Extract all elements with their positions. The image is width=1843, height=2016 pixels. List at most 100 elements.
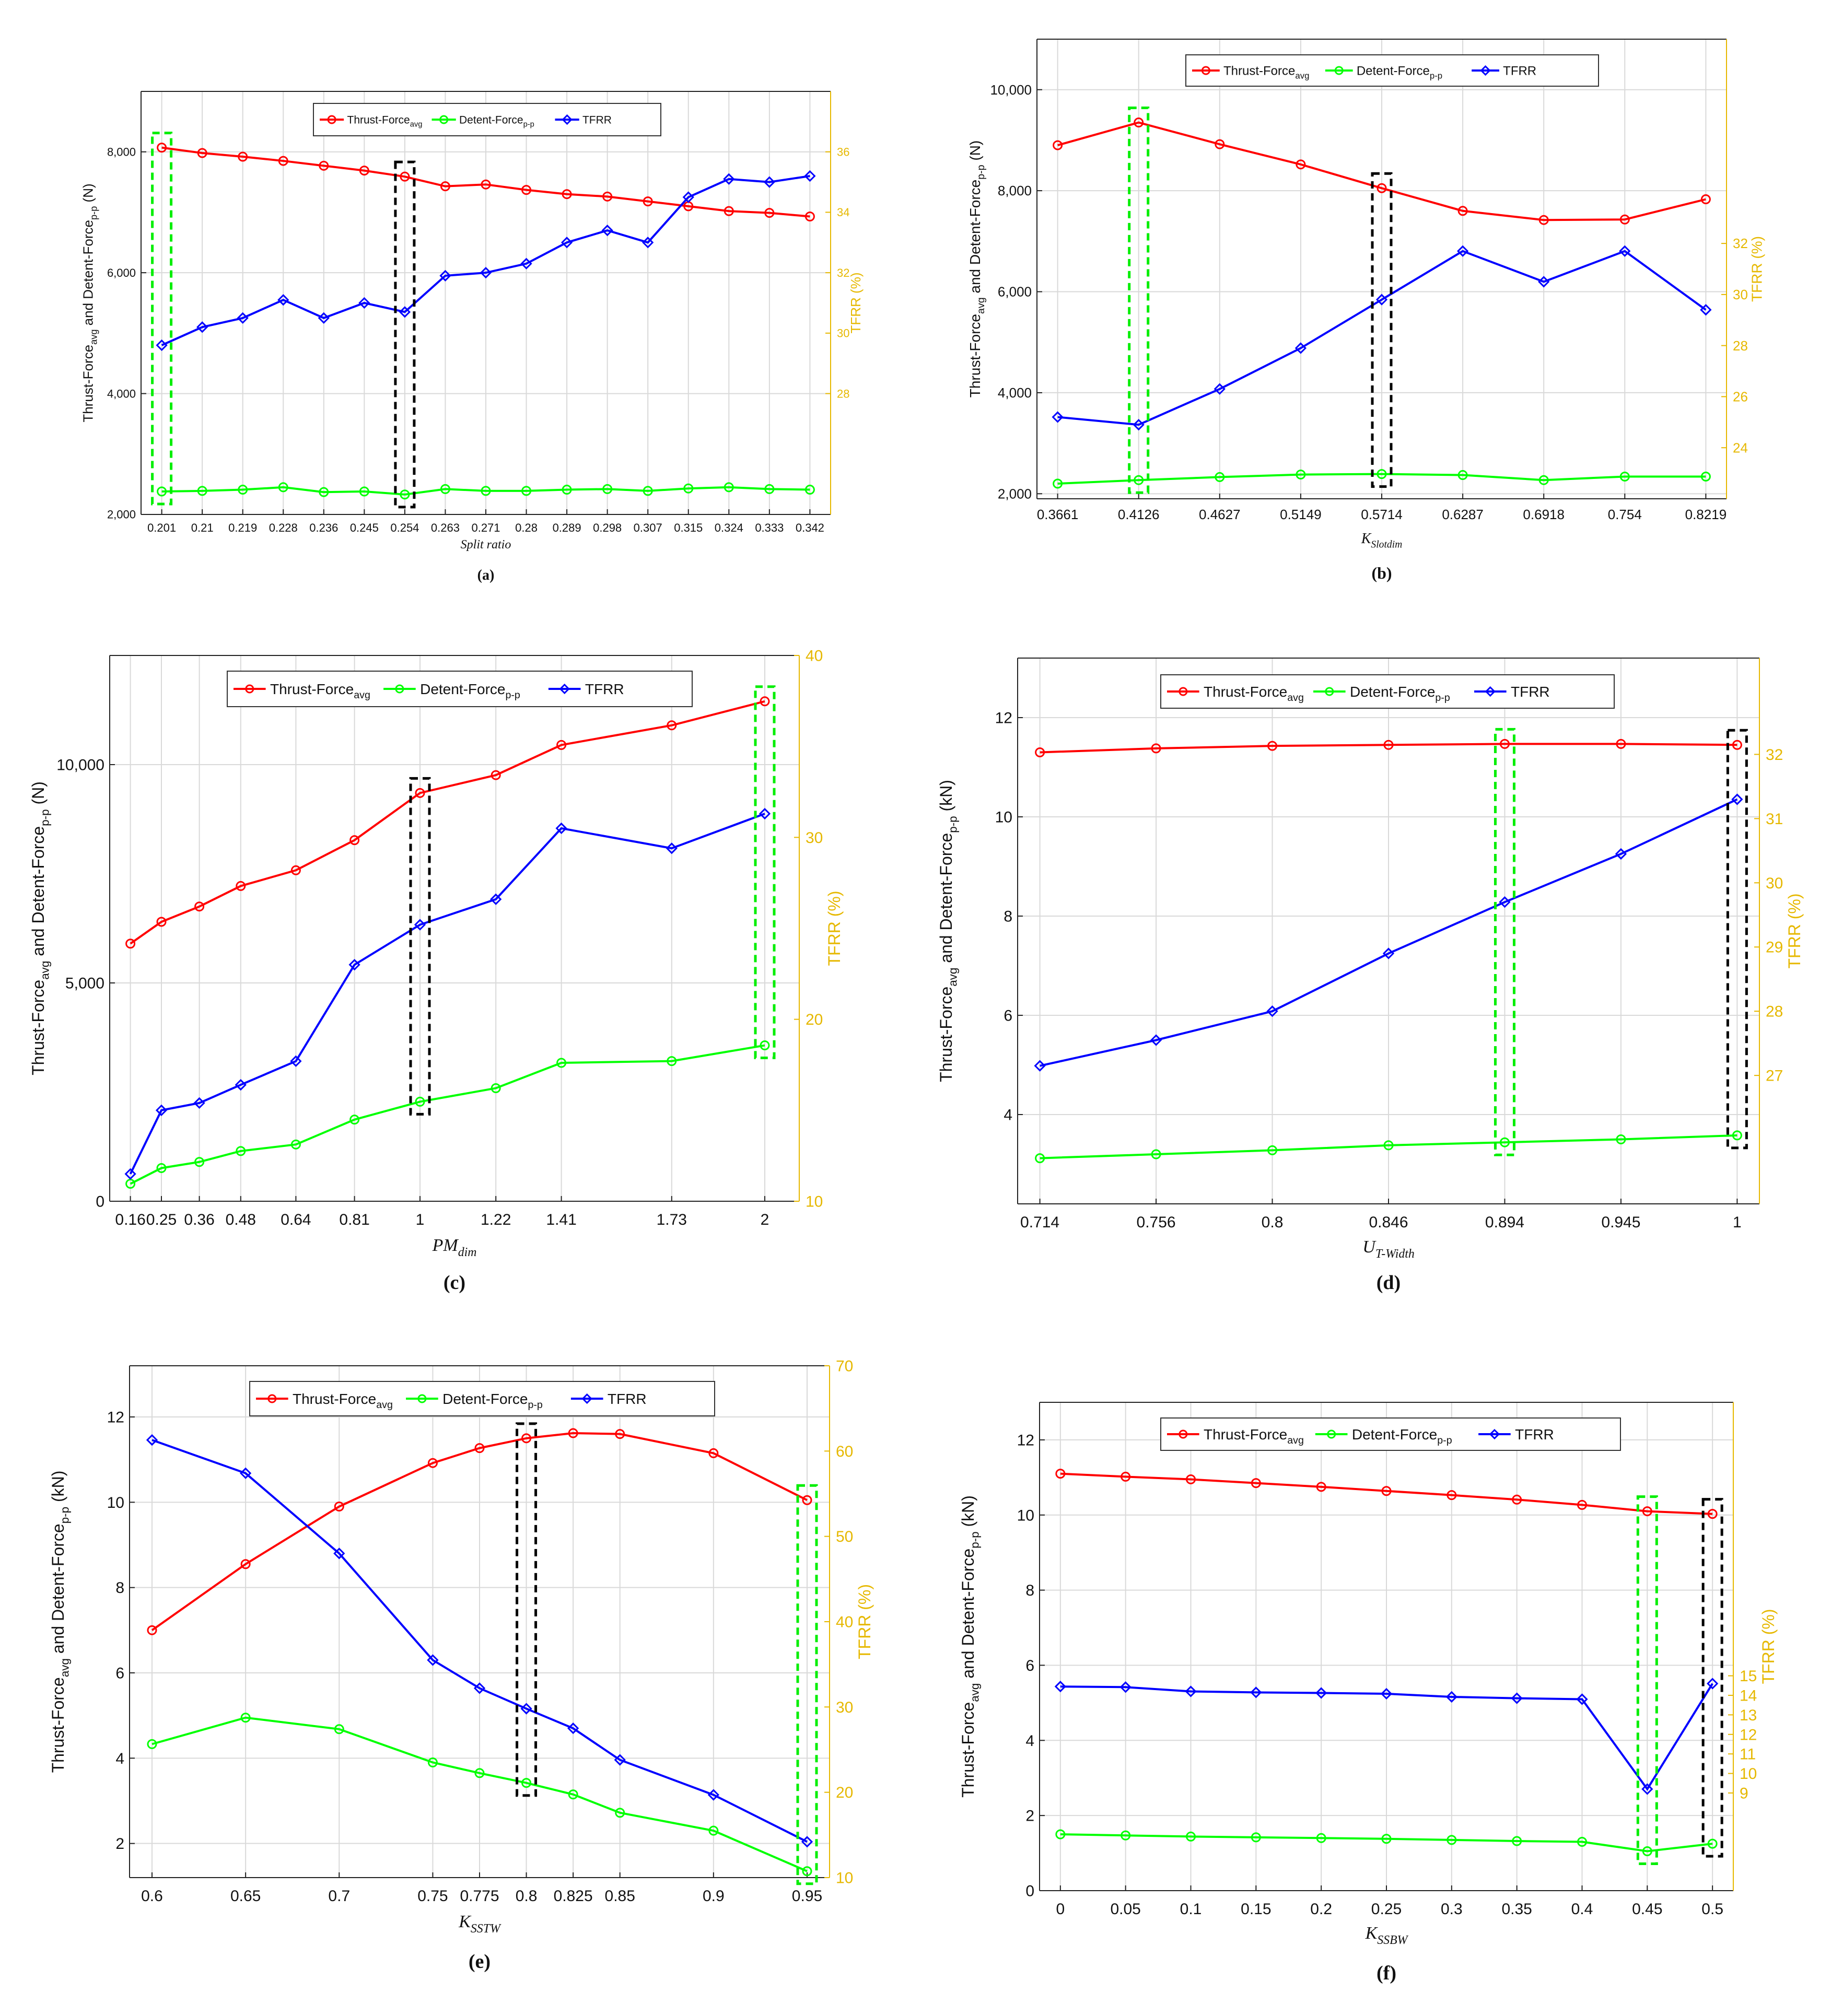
data-point	[1035, 1153, 1045, 1164]
legend-marker	[245, 684, 254, 694]
x-label-part: Split ratio	[461, 538, 511, 552]
x-tick-label: 0.5	[1701, 1901, 1723, 1918]
y-axis-label: Thrust-Forceavg and Detent-Forcep-p (kN)	[959, 1495, 982, 1798]
y-label-part: Thrust-Force	[937, 987, 955, 1082]
data-point	[237, 312, 249, 324]
x-tick-label: 0.5149	[1280, 507, 1322, 522]
y-tick-label: 10,000	[56, 757, 104, 774]
legend-marker	[267, 1394, 277, 1403]
series-line	[129, 813, 765, 1175]
series-detent-force	[125, 1040, 770, 1189]
data-point	[333, 1548, 345, 1560]
series-thrust-force	[1035, 739, 1742, 757]
data-point	[1267, 1145, 1278, 1155]
data-point	[414, 919, 426, 931]
x-label-sub: Slotdim	[1371, 539, 1402, 550]
legend-label: TFRR	[1503, 64, 1536, 78]
y2-axis-label: TFRR (%)	[1759, 1609, 1778, 1684]
data-point	[278, 156, 288, 166]
y-tick-label: 8	[115, 1579, 124, 1597]
data-point	[400, 489, 410, 500]
series-detent-force	[157, 482, 815, 500]
data-point	[1133, 419, 1145, 431]
series-detent-force	[1053, 469, 1711, 489]
legend-label-part: TFRR	[585, 681, 624, 697]
data-point	[707, 1789, 719, 1801]
data-point	[400, 171, 410, 182]
data-point	[236, 881, 246, 891]
legend-box	[1185, 54, 1599, 87]
y-label-part: (kN)	[959, 1495, 977, 1531]
x-tick-label: 1.73	[657, 1211, 687, 1228]
y2-tick-label: 30	[1733, 287, 1748, 302]
y-label-sub: p-p	[59, 1507, 72, 1523]
x-tick-label: 0.85	[605, 1888, 635, 1905]
y2-tick-label: 40	[806, 648, 823, 665]
y2-tick-label: 40	[836, 1614, 853, 1631]
y2-tick-label: 30	[806, 829, 823, 847]
series-thrust-force	[157, 143, 815, 222]
x-tick-label: 1	[416, 1211, 425, 1228]
legend-label: Thrust-Forceavg	[293, 1391, 393, 1411]
data-point	[1251, 1832, 1261, 1843]
data-point	[1538, 475, 1549, 485]
x-tick-label: 0.307	[634, 521, 662, 534]
x-tick-label: 0.825	[554, 1888, 593, 1905]
x-tick-label: 0.28	[515, 521, 538, 534]
panel-label: (f)	[1377, 1962, 1396, 1984]
data-point	[1616, 1134, 1626, 1144]
y-tick-label: 4	[1025, 1732, 1034, 1750]
data-point	[764, 208, 775, 218]
data-point	[1185, 1685, 1197, 1697]
data-point	[427, 1757, 438, 1767]
series-line	[1057, 121, 1706, 221]
data-point	[1641, 1783, 1653, 1795]
x-tick-label: 0.35	[1501, 1901, 1532, 1918]
x-tick-label: 0.333	[755, 521, 784, 534]
data-point	[562, 485, 572, 495]
data-point	[1134, 118, 1144, 128]
y-tick-label: 2,000	[998, 486, 1032, 501]
legend-label-part: TFRR	[1503, 64, 1536, 78]
y2-tick-label: 26	[1733, 389, 1748, 405]
legend-box	[313, 103, 661, 136]
legend-label: Detent-Forcep-p	[1352, 1426, 1452, 1446]
highlight-box-black	[394, 160, 416, 509]
x-tick-label: 0.228	[269, 521, 298, 534]
legend-marker	[439, 115, 449, 124]
data-point	[1215, 472, 1225, 482]
panel-label: (e)	[469, 1951, 491, 1973]
data-point	[1457, 470, 1468, 480]
data-point	[602, 191, 613, 202]
y-tick-label: 2	[1025, 1808, 1034, 1825]
data-point	[520, 257, 532, 269]
y-label-sub: avg	[39, 961, 52, 980]
data-point	[1054, 1681, 1066, 1693]
y-tick-label: 8,000	[107, 145, 136, 158]
series-line	[151, 1716, 808, 1872]
data-point	[760, 1040, 770, 1051]
y2-tick-label: 70	[836, 1358, 853, 1375]
highlight-box-green	[796, 1484, 818, 1885]
legend-marker	[1480, 65, 1491, 76]
data-point	[1296, 470, 1306, 480]
y-tick-label: 8,000	[998, 183, 1032, 198]
legend-marker	[1485, 686, 1496, 697]
y2-tick-label: 11	[1740, 1746, 1756, 1763]
y2-tick-label: 34	[837, 206, 849, 219]
y-label-part: and Detent-Force	[967, 180, 983, 298]
data-point	[1538, 215, 1549, 225]
data-point	[1616, 739, 1626, 749]
y2-tick-label: 9	[1740, 1785, 1748, 1802]
data-point	[724, 206, 734, 216]
grid	[141, 91, 831, 515]
data-point	[568, 1789, 578, 1800]
data-point	[1619, 214, 1630, 225]
legend-label-part: Thrust-Force	[347, 114, 410, 126]
data-point	[804, 485, 815, 495]
legend-label-sub: avg	[1295, 71, 1309, 81]
highlight-box-black	[1371, 172, 1393, 488]
data-point	[427, 1458, 438, 1468]
grid	[110, 655, 799, 1202]
